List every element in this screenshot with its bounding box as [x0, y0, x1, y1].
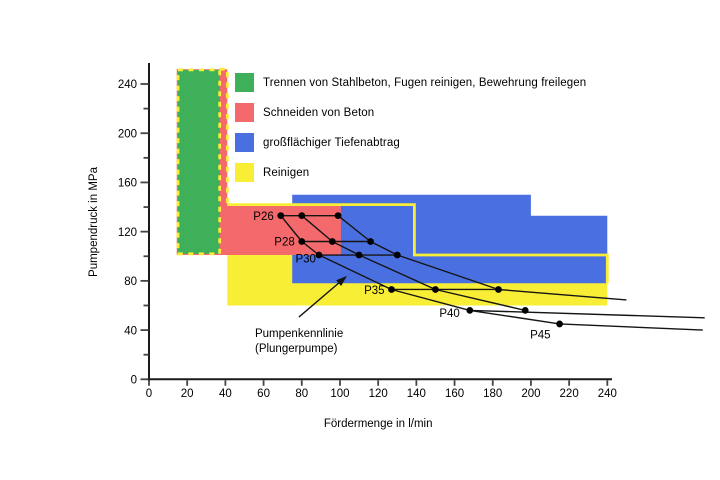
legend-label-trennen: Trennen von Stahlbeton, Fugen reinigen, …: [263, 76, 587, 89]
data-point-P35: [388, 286, 395, 293]
data-point-P45: [556, 320, 563, 328]
x-tick-label: 60: [257, 388, 270, 400]
legend-swatch-red: [235, 103, 254, 122]
pump-label-P35: P35: [364, 285, 384, 297]
x-tick-label: 180: [483, 388, 502, 400]
data-point-P26: [277, 212, 285, 220]
annotation-arrow-line: [298, 279, 343, 318]
y-tick-label: 200: [118, 128, 137, 140]
pump-label-P26: P26: [253, 211, 273, 223]
annotation-line-1: Pumpenkennlinie: [255, 328, 343, 340]
x-tick-label: 240: [598, 388, 617, 400]
pump-row-line-P40: [469, 309, 705, 319]
data-point-P40: [466, 306, 474, 314]
legend-item-trennen: Trennen von Stahlbeton, Fugen reinigen, …: [235, 73, 586, 92]
pump-row-line-P45: [559, 323, 703, 331]
legend-label-tiefenabtrag: großflächiger Tiefenabtrag: [263, 136, 400, 149]
legend-swatch-yellow: [235, 163, 254, 182]
legend-item-schneiden: Schneiden von Beton: [235, 103, 586, 122]
data-point-P26: [298, 212, 306, 220]
x-tick-label: 0: [146, 388, 152, 400]
data-point-P26: [334, 212, 342, 220]
data-point-P30: [393, 251, 401, 259]
y-tick-label: 160: [118, 178, 137, 190]
reinigen-boundary-solid: [227, 203, 609, 284]
data-point-P28: [367, 238, 374, 245]
y-axis-title: Pumpendruck in MPa: [88, 166, 100, 277]
data-point-P28: [298, 238, 306, 245]
legend-swatch-blue: [235, 133, 254, 152]
x-tick-label: 160: [445, 388, 464, 400]
data-point-P35: [432, 286, 439, 293]
regions-layer: [176, 67, 609, 306]
x-tick-label: 100: [330, 388, 349, 400]
x-tick-label: 20: [181, 388, 194, 400]
region-tiefenabtrag: [292, 194, 608, 284]
legend-item-tiefenabtrag: großflächiger Tiefenabtrag: [235, 133, 586, 152]
x-axis-title: Fördermenge in l/min: [324, 418, 433, 430]
legend-label-schneiden: Schneiden von Beton: [263, 106, 375, 119]
legend: Trennen von Stahlbeton, Fugen reinigen, …: [235, 73, 586, 193]
pump-label-P40: P40: [439, 308, 459, 320]
x-tick-label: 220: [560, 388, 579, 400]
annotation-arrowhead-icon: [336, 275, 347, 286]
x-tick-label: 40: [219, 388, 232, 400]
y-tick-label: 240: [118, 79, 137, 91]
y-tick-label: 120: [118, 227, 137, 239]
data-point-P28: [328, 238, 336, 245]
data-point-P30: [315, 251, 323, 259]
annotation: Pumpenkennlinie (Plungerpumpe): [255, 275, 347, 355]
y-tick-label: 40: [124, 325, 137, 337]
legend-item-reinigen: Reinigen: [235, 163, 586, 182]
x-tick-label: 200: [521, 388, 540, 400]
axes-layer: 0 40 80 120 160 200 240 0 20 40 60 80 100 120 140 160 18…: [88, 63, 617, 430]
x-tick-label: 80: [295, 388, 308, 400]
data-point-P30: [355, 251, 363, 259]
y-tick-label: 0: [131, 375, 137, 387]
annotation-line-2: (Plungerpumpe): [255, 343, 338, 355]
legend-swatch-green: [235, 73, 254, 92]
pump-label-P30: P30: [295, 254, 315, 266]
pump-label-P28: P28: [274, 237, 294, 249]
data-point-P40: [521, 306, 529, 314]
region-trennen: [176, 68, 222, 256]
legend-label-reinigen: Reinigen: [263, 166, 310, 179]
y-tick-label: 80: [124, 276, 137, 288]
pump-kennlinie-1: [280, 215, 560, 325]
x-tick-label: 120: [369, 388, 388, 400]
x-tick-label: 140: [407, 388, 426, 400]
pump-label-P45: P45: [530, 329, 550, 341]
data-point-P35: [495, 286, 502, 293]
reinigen-boundary-dashed: [219, 67, 229, 205]
